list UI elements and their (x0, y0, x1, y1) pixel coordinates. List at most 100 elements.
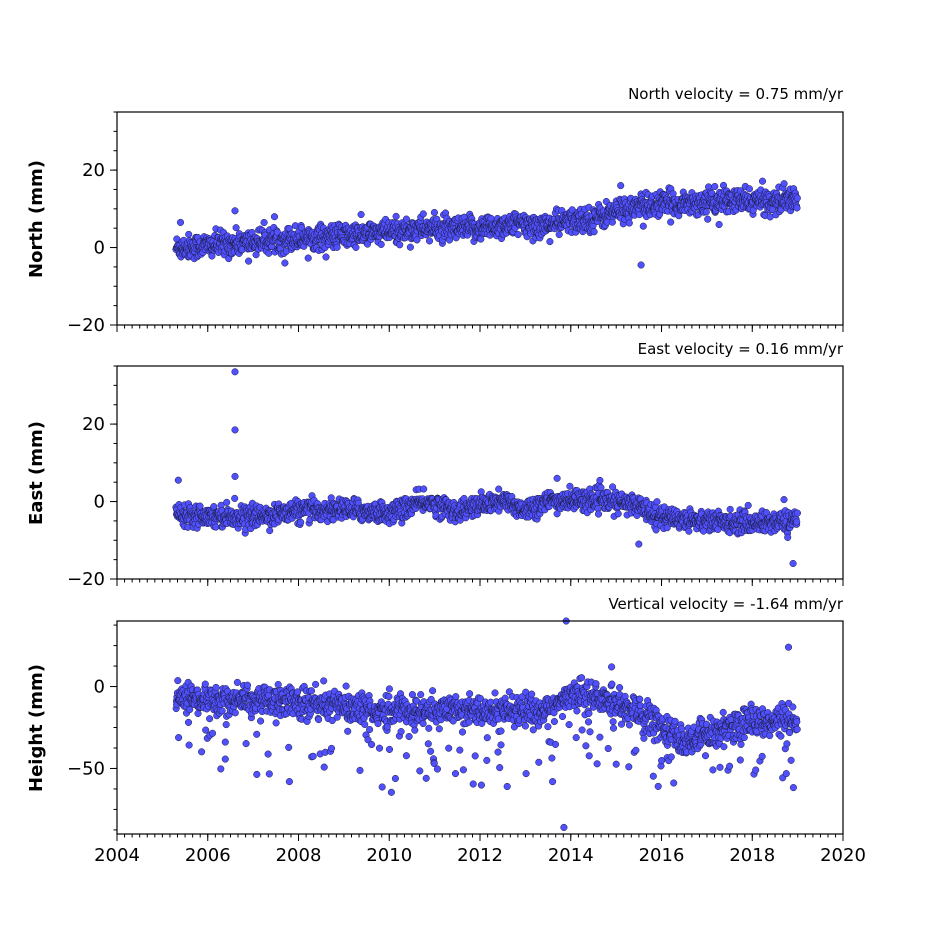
north-point (425, 237, 434, 245)
height-point (374, 720, 382, 728)
height-point (550, 717, 558, 726)
height-point (417, 691, 425, 699)
east-ylabel: East (mm) (26, 421, 47, 525)
east-point (653, 498, 661, 506)
east-point (663, 524, 671, 532)
north-y-tick-label: 20 (82, 160, 105, 181)
north-point (413, 236, 421, 244)
height-point (671, 717, 679, 725)
height-point (206, 715, 214, 723)
height-point (217, 765, 225, 773)
north-point (793, 194, 801, 202)
east-outlier-point (174, 476, 182, 484)
north-point (357, 210, 365, 219)
height-point (456, 746, 464, 754)
height-point (413, 697, 421, 705)
north-y-tick-label: 0 (94, 238, 105, 259)
height-point (625, 763, 633, 771)
height-point (201, 680, 209, 688)
east-outlier-point (553, 474, 561, 482)
height-point (429, 687, 437, 695)
east-point (566, 482, 574, 490)
height-point (425, 724, 433, 732)
height-point (617, 720, 626, 728)
height-point (435, 725, 443, 733)
north-point (625, 219, 633, 227)
height-point (465, 718, 473, 726)
height-point (578, 726, 586, 734)
height-point (194, 709, 202, 718)
east-y-tick-label: 0 (94, 492, 105, 513)
height-point (175, 734, 183, 742)
north-point (745, 185, 753, 193)
height-point (483, 734, 491, 742)
east-outlier-point (231, 426, 239, 434)
east-title: East velocity = 0.16 mm/yr (638, 340, 844, 358)
height-point (385, 745, 394, 753)
height-point (408, 691, 416, 699)
height-point (320, 677, 328, 685)
north-point (702, 208, 710, 216)
east-point (609, 483, 617, 491)
height-point (356, 766, 364, 774)
height-point (616, 684, 624, 692)
height-point (231, 709, 239, 717)
height-point (609, 724, 618, 732)
east-point (266, 527, 274, 535)
height-point (496, 764, 504, 772)
height-point (609, 718, 617, 726)
height-point (257, 717, 265, 725)
height-point (466, 690, 474, 698)
height-point (198, 748, 206, 756)
height-point (548, 754, 556, 762)
height-point (405, 732, 413, 741)
north-point (402, 215, 410, 223)
height-point (233, 678, 241, 686)
height-point (242, 740, 250, 748)
height-point (445, 744, 453, 752)
north-point (260, 218, 268, 227)
height-point (551, 740, 560, 748)
height-point (632, 746, 640, 754)
height-point (471, 752, 479, 760)
height-point (667, 753, 675, 761)
height-point (222, 721, 230, 729)
east-point (744, 501, 752, 509)
north-point (667, 218, 675, 226)
height-point (309, 752, 317, 760)
east-point (212, 523, 220, 531)
height-point (320, 763, 328, 771)
height-point (361, 720, 369, 728)
height-point (565, 721, 573, 729)
north-point (406, 243, 414, 251)
height-point (419, 719, 427, 728)
height-point (612, 760, 620, 768)
north-outlier-point (176, 218, 185, 226)
height-point (411, 726, 419, 734)
north-point (232, 224, 240, 232)
east-y-tick-label: 20 (82, 414, 105, 435)
east-point (297, 518, 305, 526)
height-point (469, 780, 477, 788)
height-point (578, 674, 586, 682)
height-point (477, 781, 485, 789)
east-outlier-point (780, 496, 788, 504)
height-point (458, 728, 467, 736)
height-point (430, 759, 438, 768)
height-point (274, 680, 282, 689)
height-point (366, 725, 374, 734)
height-ylabel: Height (mm) (26, 664, 47, 792)
north-point (304, 254, 312, 262)
height-point (264, 750, 272, 758)
north-point (793, 204, 801, 212)
height-point (391, 774, 399, 783)
height-point (654, 782, 662, 790)
height-point (221, 755, 229, 763)
north-point (546, 238, 554, 246)
height-point (582, 742, 590, 750)
height-point (385, 692, 393, 701)
height-point (585, 709, 593, 717)
north-point (377, 240, 385, 248)
height-point (636, 695, 644, 703)
